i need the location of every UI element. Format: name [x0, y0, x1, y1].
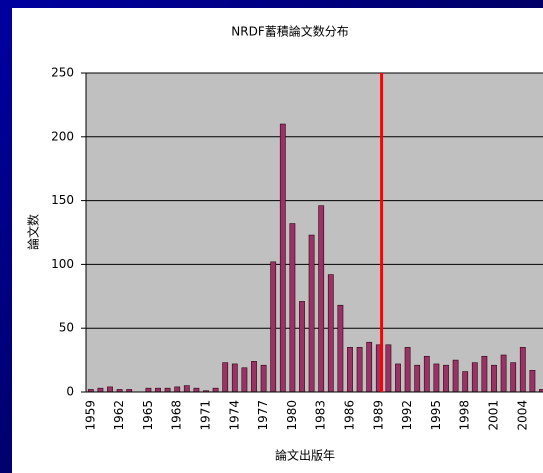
x-tick-label: 1959 — [83, 400, 97, 431]
bar — [491, 364, 497, 393]
bar — [260, 364, 267, 393]
bar — [414, 364, 421, 393]
x-tick-label: 1998 — [458, 400, 472, 431]
bar — [174, 386, 181, 393]
x-tick-label: 1995 — [429, 400, 443, 431]
bar — [423, 355, 430, 393]
x-tick-label: 1971 — [199, 400, 213, 431]
bar — [231, 363, 238, 393]
x-axis-label: 論文出版年 — [275, 448, 335, 463]
bar — [337, 304, 344, 393]
y-tick-label: 200 — [51, 129, 74, 143]
bar — [395, 363, 401, 393]
bar — [241, 367, 248, 393]
x-tick-label: 1974 — [227, 400, 241, 431]
x-tick-label: 1977 — [256, 400, 270, 431]
bar — [279, 123, 286, 393]
bar — [481, 355, 488, 393]
bar — [433, 363, 440, 393]
bar — [462, 371, 469, 393]
bar — [145, 387, 152, 393]
bar — [510, 362, 517, 393]
x-tick-label: 2004 — [515, 400, 529, 431]
x-tick-label: 1986 — [343, 400, 357, 431]
bar — [270, 261, 277, 393]
bar — [519, 347, 526, 393]
bar — [471, 362, 478, 393]
bar — [183, 385, 190, 393]
bar — [155, 387, 161, 393]
x-tick-label: 1980 — [285, 400, 299, 431]
bar — [97, 387, 104, 393]
bar — [193, 387, 200, 393]
y-tick-label: 0 — [66, 385, 74, 399]
bar — [299, 301, 305, 393]
y-tick-label: 150 — [51, 193, 74, 207]
bar — [452, 359, 459, 393]
bar — [404, 347, 411, 393]
x-tick-label: 1962 — [112, 400, 126, 431]
chart-title: NRDF蓄積論文数分布 — [231, 24, 348, 39]
x-tick-label: 1965 — [141, 400, 155, 431]
x-tick-label: 1983 — [314, 400, 328, 431]
x-tick-label: 1989 — [371, 400, 385, 431]
y-tick-label: 250 — [51, 66, 74, 80]
bar — [500, 354, 507, 393]
bar — [327, 274, 334, 393]
bar — [308, 234, 315, 393]
x-tick-label: 1992 — [400, 400, 414, 431]
bar — [164, 387, 171, 393]
y-tick-label: 100 — [51, 257, 74, 271]
bar — [212, 387, 219, 393]
bar — [107, 386, 113, 393]
x-tick-label: 2001 — [487, 400, 501, 431]
bar — [222, 362, 229, 393]
x-tick-label: 1968 — [170, 400, 184, 431]
bar — [356, 347, 363, 393]
bar — [347, 347, 353, 393]
bar — [443, 364, 449, 393]
bar — [385, 344, 392, 393]
bar — [529, 370, 536, 393]
bar — [251, 361, 257, 393]
bar — [318, 205, 325, 393]
y-tick-label: 50 — [59, 321, 74, 335]
y-axis-label: 論文数 — [26, 214, 41, 250]
bar — [366, 341, 373, 393]
bar — [289, 223, 296, 393]
